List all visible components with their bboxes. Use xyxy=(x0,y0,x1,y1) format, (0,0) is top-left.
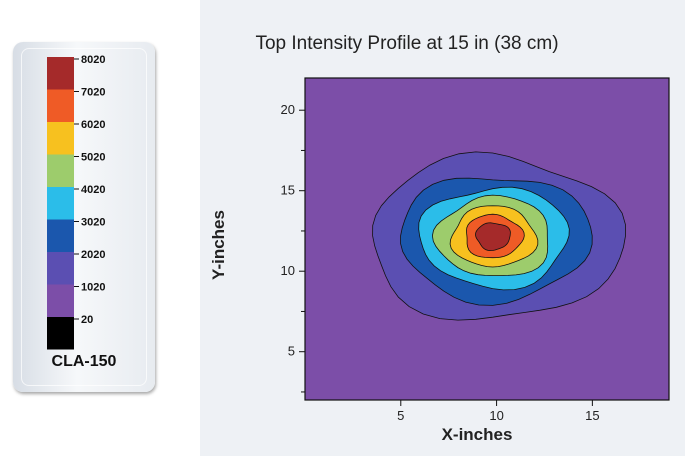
intensity-contour-chart: Top Intensity Profile at 15 in (38 cm) X… xyxy=(209,33,670,444)
plot-frame xyxy=(304,77,670,401)
legend-model-label: CLA-150 xyxy=(51,353,117,370)
y-tick-label-10: 10 xyxy=(281,263,295,278)
legend-label-4020: 4020 xyxy=(81,184,105,196)
legend-panel: 8020 7020 6020 5020 4020 3020 2020 1020 20 CLA-1… xyxy=(13,42,155,392)
legend-label-1020: 1020 xyxy=(81,282,105,294)
x-tick-label-5: 5 xyxy=(397,408,404,423)
legend-swatch-7020 xyxy=(47,89,74,122)
y-axis-label: Y-inches xyxy=(209,210,228,280)
x-tick-label-10: 10 xyxy=(489,408,503,423)
y-tick-label-20: 20 xyxy=(281,102,295,117)
legend-label-5020: 5020 xyxy=(81,152,105,164)
legend-swatch-8020 xyxy=(47,57,74,90)
legend-swatch-3020 xyxy=(47,219,74,252)
legend-label-8020: 8020 xyxy=(81,54,105,66)
x-tick-label-15: 15 xyxy=(585,408,599,423)
contour-group xyxy=(372,151,626,321)
legend-swatch-2020 xyxy=(47,252,74,285)
legend-swatch-5020 xyxy=(47,154,74,187)
legend-label-3020: 3020 xyxy=(81,217,105,229)
x-axis-label: X-inches xyxy=(442,425,513,444)
y-tick-label-5: 5 xyxy=(288,344,295,359)
legend-swatch-4020 xyxy=(47,187,74,220)
legend-label-7020: 7020 xyxy=(81,87,105,99)
chart-panel: Top Intensity Profile at 15 in (38 cm) X… xyxy=(200,0,685,456)
contour-level-8020 xyxy=(475,222,511,252)
legend-colorbar: 8020 7020 6020 5020 4020 3020 2020 1020 20 xyxy=(47,54,105,350)
legend-label-6020: 6020 xyxy=(81,119,105,131)
legend-label-20: 20 xyxy=(81,314,93,326)
legend-swatch-20 xyxy=(47,317,74,350)
legend-swatch-6020 xyxy=(47,122,74,155)
chart-title: Top Intensity Profile at 15 in (38 cm) xyxy=(255,33,558,54)
legend-label-2020: 2020 xyxy=(81,249,105,261)
legend-swatch-1020 xyxy=(47,284,74,317)
y-tick-label-15: 15 xyxy=(281,183,295,198)
